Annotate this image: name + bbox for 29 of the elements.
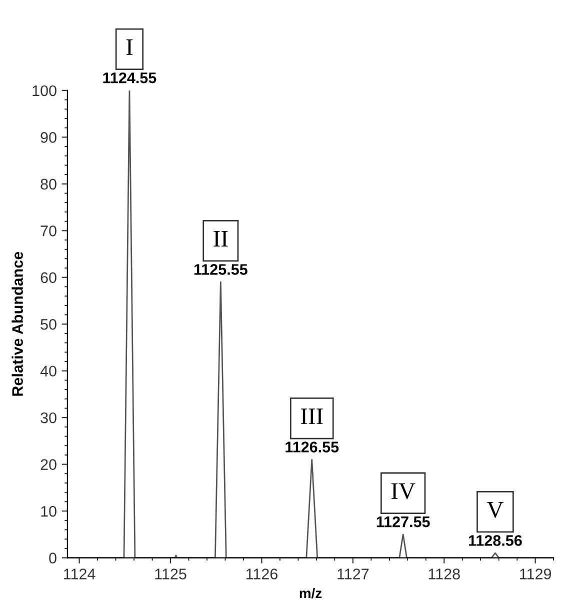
annotation: V <box>486 502 504 518</box>
y-tick-label: 30 <box>40 412 56 424</box>
x-tick-label: 1124 <box>64 568 96 580</box>
y-axis-title: Relative Abundance <box>12 252 23 396</box>
y-tick-label: 90 <box>40 132 56 143</box>
x-tick-label: 1126 <box>246 568 278 580</box>
annotation: 1126.55 <box>286 442 339 452</box>
annotation: II <box>214 231 228 246</box>
y-tick-label: 20 <box>40 459 56 470</box>
annotation: I <box>126 39 133 55</box>
y-tick-label: 40 <box>40 366 56 377</box>
x-tick-label: 1127 <box>338 568 369 580</box>
annotation: 1127.55 <box>376 516 430 528</box>
annotation: 1128.56 <box>468 535 522 546</box>
x-axis-title: m/z <box>300 588 322 598</box>
y-tick-label: 50 <box>40 318 56 330</box>
y-tick-label: 0 <box>49 552 56 564</box>
y-tick-label: 60 <box>40 272 56 284</box>
x-tick-label: 1128 <box>428 568 460 580</box>
annotation: 1125.55 <box>194 264 248 275</box>
annotation: 1124.55 <box>103 72 156 84</box>
y-tick-label: 80 <box>40 178 56 190</box>
annotation: III <box>300 408 323 424</box>
x-tick-label: 1125 <box>155 568 186 580</box>
x-tick-label: 1129 <box>520 568 552 580</box>
y-tick-label: 10 <box>41 506 56 517</box>
y-tick-label: 70 <box>40 226 56 236</box>
y-tick-label: 100 <box>32 85 56 96</box>
annotation: IV <box>391 483 416 500</box>
